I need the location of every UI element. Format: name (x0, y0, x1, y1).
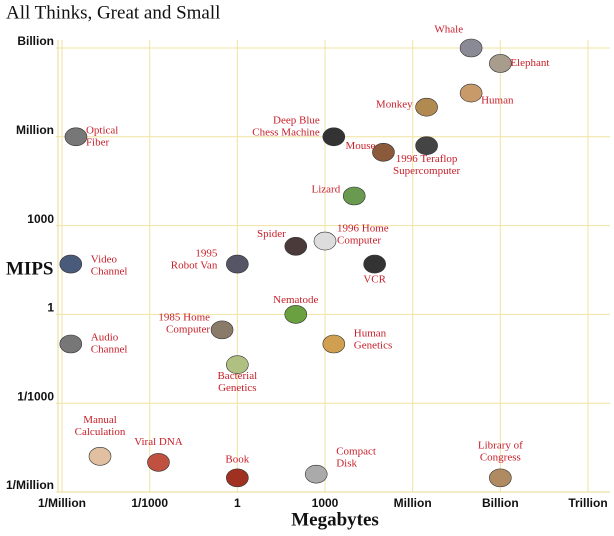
point-icon (284, 236, 308, 256)
x-tick-label: 1/Million (38, 496, 86, 510)
point-label: Book (225, 453, 249, 465)
point-label: Audio (91, 332, 119, 344)
point-label: Compact (336, 446, 376, 458)
point-label: VCR (363, 274, 386, 286)
point-label: Manual (83, 414, 117, 426)
point-label: Whale (434, 24, 463, 36)
point-label: Channel (91, 266, 128, 278)
point-label: Supercomputer (393, 165, 461, 177)
point-icon (313, 231, 337, 251)
point-label: Congress (480, 451, 521, 463)
point-icon (284, 305, 308, 324)
point-icon (210, 320, 234, 340)
x-tick-label: 1 (234, 496, 241, 510)
point-label: Nematode (273, 294, 318, 306)
y-tick-label: 1/1000 (17, 389, 54, 403)
point-label: Robot Van (171, 260, 218, 272)
x-axis-label: Megabytes (291, 509, 379, 530)
point-label: Fiber (86, 136, 110, 148)
y-tick-label: 1 (47, 301, 54, 315)
point-icon (415, 136, 438, 156)
point-icon (459, 38, 483, 58)
point-label: Bacterial (217, 370, 257, 382)
point-label: Spider (257, 228, 286, 240)
point-label: Viral DNA (134, 436, 183, 448)
point-icon (489, 54, 512, 73)
point-icon (415, 97, 438, 117)
point-label: Human (481, 95, 514, 107)
point-label: Channel (91, 344, 128, 356)
point-icon (363, 254, 386, 274)
point-label: Elephant (510, 57, 549, 69)
y-tick-label: 1000 (27, 212, 54, 226)
point-icon (59, 334, 83, 354)
y-axis-label: MIPS (6, 258, 54, 279)
point-icon (489, 468, 512, 488)
point-icon (59, 254, 83, 274)
point-icon (147, 453, 170, 472)
point-label: Deep Blue (273, 114, 320, 126)
x-tick-label: 1000 (312, 496, 339, 510)
x-tick-label: Billion (482, 496, 519, 510)
point-icon (459, 83, 483, 103)
y-tick-label: Million (16, 123, 54, 137)
y-tick-label: Billion (17, 34, 54, 48)
point-icon (226, 254, 249, 274)
x-tick-label: Million (394, 496, 432, 510)
point-label: Genetics (354, 340, 392, 352)
point-label: Mouse (345, 140, 375, 152)
y-tick-label: 1/Million (6, 478, 54, 492)
point-label: 1996 Home (337, 223, 389, 235)
point-label: Optical (86, 124, 118, 136)
point-icon (88, 447, 112, 466)
point-label: 1996 Teraflop (396, 153, 458, 165)
point-label: Calculation (75, 426, 126, 438)
point-icon (226, 468, 249, 488)
point-label: Genetics (218, 382, 256, 394)
point-label: Computer (337, 235, 381, 247)
chart-title: All Thinks, Great and Small (6, 2, 220, 23)
point-icon (64, 127, 88, 147)
point-label: Computer (166, 323, 210, 335)
point-icon (372, 142, 395, 162)
point-label: Chess Machine (252, 126, 320, 138)
x-tick-label: 1/1000 (131, 496, 168, 510)
point-label: 1985 Home (158, 311, 210, 323)
point-label: Video (91, 254, 118, 266)
point-icon (342, 186, 366, 206)
point-icon (226, 355, 249, 374)
point-label: Monkey (376, 99, 413, 111)
point-icon (304, 464, 328, 484)
point-icon (322, 127, 346, 147)
x-tick-label: Trillion (568, 496, 607, 510)
point-label: Human (354, 328, 387, 340)
point-icon (322, 334, 346, 354)
point-label: 1995 (195, 248, 218, 260)
point-label: Library of (478, 439, 523, 451)
point-label: Lizard (312, 184, 341, 196)
point-label: Disk (336, 458, 357, 470)
